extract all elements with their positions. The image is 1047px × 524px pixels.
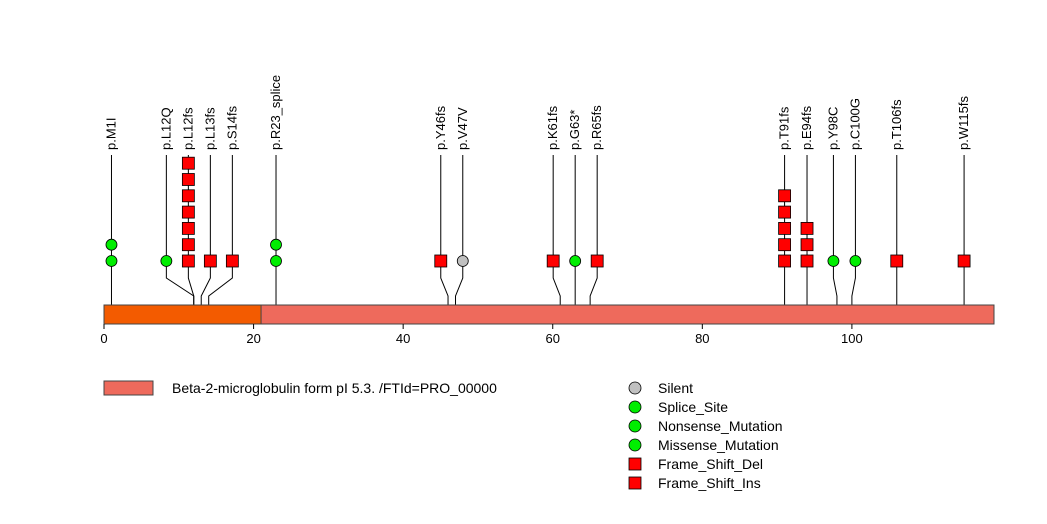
mutation-label: p.L12fs — [180, 107, 195, 150]
mutation-marker-square — [181, 173, 195, 186]
mutation-marker-circle — [849, 255, 862, 267]
mutation-marker-circle — [105, 238, 118, 251]
mutation-marker-square — [800, 221, 814, 235]
mutation-marker-circle — [569, 255, 582, 267]
mutation-marker-square — [890, 254, 904, 268]
legend: Beta-2-microglobulin form pI 5.3. /FTId=… — [103, 380, 783, 491]
mutation-marker-square — [778, 254, 791, 268]
mutation-label: p.E94fs — [799, 105, 814, 150]
mutation-stem — [589, 155, 598, 324]
x-axis: 0 20 40 60 80 100 — [100, 324, 863, 346]
mutation-label: p.L12Q — [158, 107, 173, 150]
mutation-label: p.Y46fs — [433, 105, 448, 150]
x-tick-label: 60 — [546, 331, 560, 346]
legend-swatch-square — [628, 476, 642, 490]
protein-bar-group — [103, 304, 995, 325]
x-tick-label: 100 — [841, 331, 863, 346]
x-tick-label: 0 — [100, 331, 107, 346]
mutation-stem — [552, 155, 561, 324]
mutation-marker-square — [778, 221, 791, 235]
mutation-marker-circle — [456, 255, 469, 267]
mutation-stem — [440, 155, 449, 324]
legend-swatch-circle — [628, 438, 642, 452]
mutation-marker-circle — [160, 255, 173, 267]
mutation-stems — [110, 155, 965, 324]
legend-label: Silent — [658, 380, 693, 396]
mutation-marker-square — [546, 254, 560, 268]
mutation-label: p.L13fs — [202, 107, 217, 150]
mutation-label: p.C100G — [847, 98, 862, 150]
mutation-marker-circle — [105, 255, 118, 267]
mutation-label: p.K61fs — [545, 105, 560, 150]
mutation-marker-square — [181, 221, 195, 235]
mutation-label: p.T91fs — [777, 106, 792, 150]
mutation-marker-square — [181, 254, 195, 268]
mutation-marker-square — [800, 254, 814, 268]
legend-swatch-circle — [628, 419, 642, 433]
mutation-marker-square — [957, 254, 971, 268]
domain-legend-swatch — [103, 380, 154, 396]
mutation-marker-square — [778, 205, 791, 219]
mutation-label: p.R65fs — [589, 105, 604, 150]
legend-swatch-square — [628, 457, 642, 471]
mutation-marker-circle — [270, 255, 282, 267]
mutation-marker-square — [181, 156, 195, 170]
legend-label: Nonsense_Mutation — [658, 418, 783, 434]
mutation-marker-square — [778, 238, 791, 252]
mutation-label: p.Y98C — [825, 107, 840, 150]
legend-label: Frame_Shift_Del — [658, 456, 763, 472]
mutation-marker-square — [181, 189, 195, 203]
mutation-label: p.S14fs — [224, 105, 239, 150]
mutation-markers — [105, 156, 971, 268]
domain-region — [103, 304, 262, 325]
legend-label: Frame_Shift_Ins — [658, 475, 761, 491]
mutation-label: p.T106fs — [889, 99, 904, 150]
mutation-marker-square — [181, 205, 195, 219]
mutation-marker-circle — [270, 238, 282, 251]
mutation-label: p.G63* — [567, 110, 582, 150]
legend-swatch-circle — [628, 400, 642, 414]
mutation-label: p.V47V — [455, 107, 470, 150]
x-tick-label: 40 — [396, 331, 410, 346]
x-tick-label: 80 — [695, 331, 709, 346]
mutation-stem — [455, 155, 464, 324]
mutation-stem — [851, 155, 856, 324]
mutation-marker-square — [590, 254, 604, 268]
mutation-marker-square — [225, 254, 239, 268]
mutation-label: p.W115fs — [956, 96, 971, 150]
legend-label: Splice_Site — [658, 399, 728, 415]
mutation-marker-square — [181, 238, 195, 252]
mutation-marker-square — [434, 254, 448, 268]
mutation-marker-square — [800, 238, 814, 252]
mutation-marker-square — [778, 189, 791, 203]
domain-legend-label: Beta-2-microglobulin form pI 5.3. /FTId=… — [172, 380, 497, 396]
legend-label: Missense_Mutation — [658, 437, 779, 453]
mutation-labels: p.M1I p.L12Q p.L12fs p.L13fs p.S14fs p.R23_sp… — [103, 75, 971, 150]
x-tick-label: 20 — [246, 331, 260, 346]
mutation-marker-circle — [827, 255, 840, 267]
mutation-marker-square — [203, 254, 217, 268]
mutation-label: p.R23_splice — [268, 75, 283, 150]
legend-swatch-circle — [628, 381, 642, 395]
mutation-stem — [832, 155, 838, 324]
mutation-stem — [208, 155, 233, 324]
mutation-label: p.M1I — [103, 117, 118, 150]
